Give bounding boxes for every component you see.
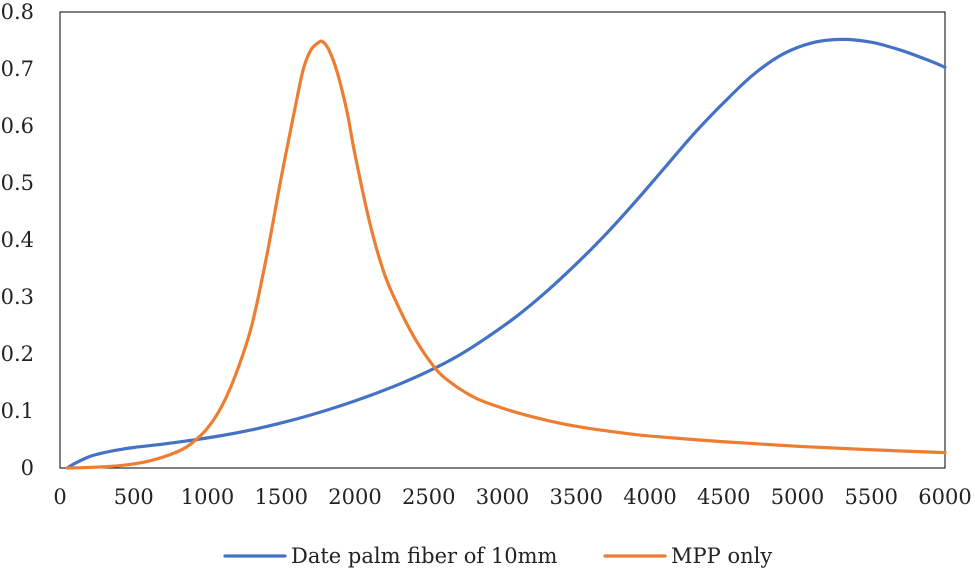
x-tick-label: 3000: [476, 485, 529, 509]
legend: Date palm fiber of 10mm MPP only: [223, 544, 772, 568]
x-tick-label: 1000: [181, 485, 234, 509]
series-line-date-palm: [65, 37, 947, 470]
y-tick-label: 0.4: [1, 228, 34, 252]
x-tick-label: 4500: [697, 485, 750, 509]
legend-label-date-palm: Date palm fiber of 10mm: [291, 544, 557, 568]
x-tick-label: 6000: [918, 485, 971, 509]
y-axis-tick-labels: 0 0.1 0.2 0.3 0.4 0.5 0.6 0.7 0.8: [1, 0, 34, 480]
x-tick-label: 0: [53, 485, 66, 509]
y-tick-label: 0: [21, 456, 34, 480]
legend-item-mpp: MPP only: [603, 544, 772, 568]
x-tick-label: 3500: [550, 485, 603, 509]
y-tick-label: 0.1: [1, 399, 34, 423]
y-tick-label: 0.8: [1, 0, 34, 24]
y-tick-label: 0.2: [1, 342, 34, 366]
legend-item-date-palm: Date palm fiber of 10mm: [223, 544, 557, 568]
y-tick-label: 0.7: [1, 57, 34, 81]
y-tick-label: 0.3: [1, 285, 34, 309]
x-tick-label: 4000: [623, 485, 676, 509]
series-lines: [65, 37, 947, 470]
x-axis-tick-labels: 0 500 1000 1500 2000 2500 3000 3500 4000 4500 5000…: [53, 485, 971, 509]
x-tick-label: 5500: [845, 485, 898, 509]
y-tick-label: 0.5: [1, 171, 34, 195]
x-tick-label: 1500: [255, 485, 308, 509]
x-tick-label: 2000: [328, 485, 381, 509]
x-tick-label: 500: [114, 485, 154, 509]
x-tick-label: 2500: [402, 485, 455, 509]
y-tick-label: 0.6: [1, 114, 34, 138]
plot-area-frame: [59, 11, 946, 469]
x-tick-label: 5000: [771, 485, 824, 509]
legend-label-mpp: MPP only: [671, 544, 772, 568]
series-line-mpp: [65, 39, 947, 470]
